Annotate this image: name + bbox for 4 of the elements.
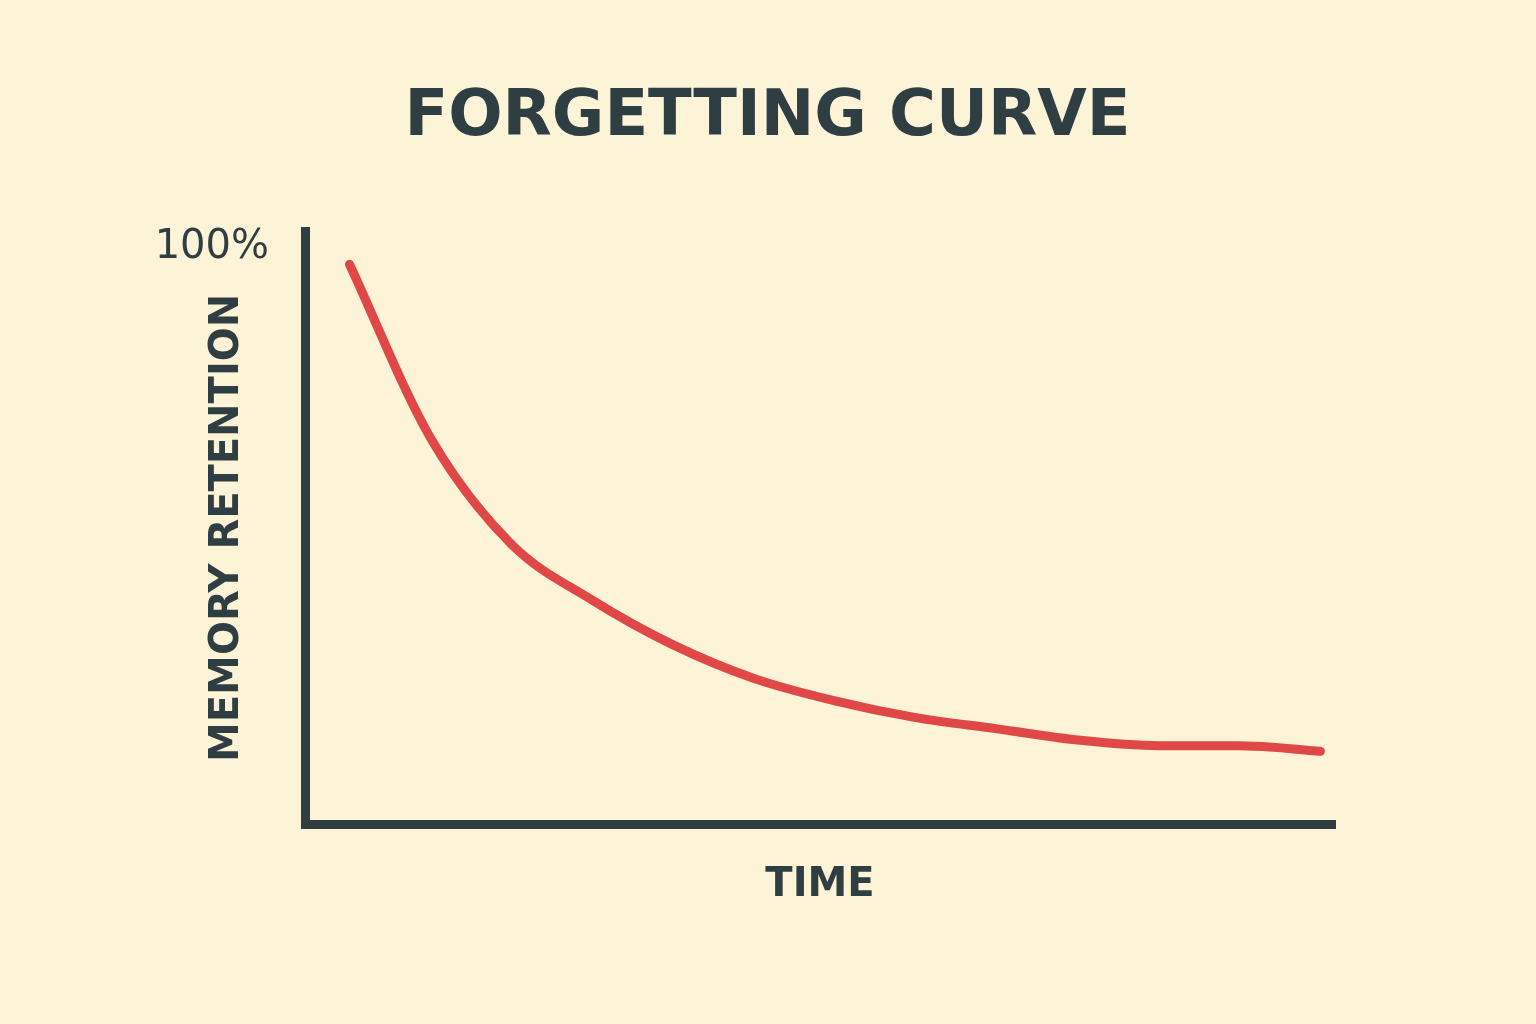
x-axis-title: TIME: [765, 859, 875, 906]
text: 100%: [154, 221, 269, 268]
y-axis-title: MEMORY RETENTION: [201, 293, 248, 763]
chart-title: FORGETTING CURVE: [404, 76, 1131, 151]
